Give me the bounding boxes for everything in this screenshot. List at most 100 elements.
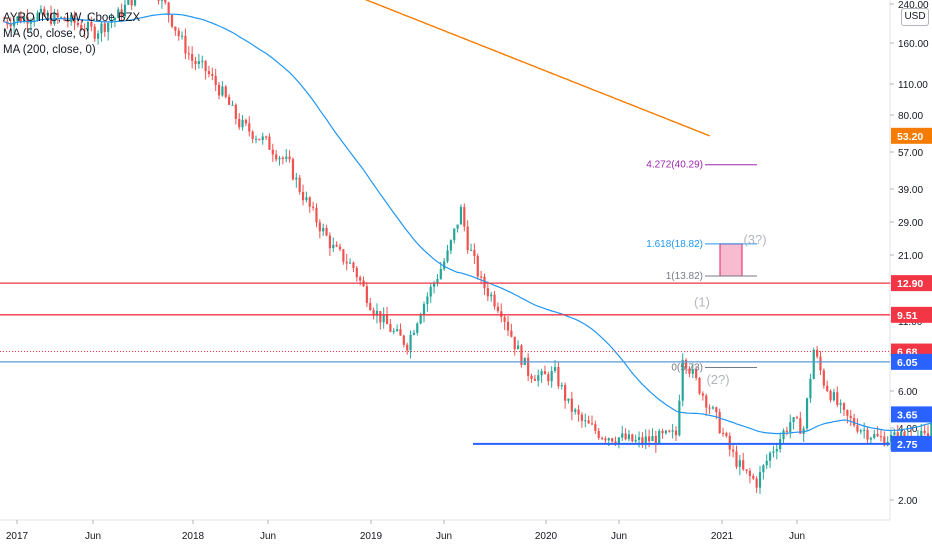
candle-body	[486, 288, 489, 297]
candle-body	[543, 371, 547, 375]
price-label-bg	[891, 127, 932, 144]
y-tick-label: 21.00	[898, 251, 923, 262]
candle-body	[271, 149, 274, 155]
candle-body	[120, 9, 123, 17]
candle-body	[204, 60, 207, 72]
candle-body	[789, 422, 792, 432]
candle-body	[873, 434, 876, 438]
x-tick-label: 2019	[360, 531, 383, 542]
candle-body	[83, 29, 86, 31]
candle-body	[533, 378, 536, 381]
candle-body	[782, 430, 785, 440]
candle-body	[674, 430, 678, 436]
candle-body	[644, 436, 647, 443]
x-tick-label: 2020	[535, 531, 558, 542]
candle-body	[426, 296, 429, 305]
candle-body	[379, 311, 382, 323]
currency-button[interactable]: USD	[901, 8, 929, 26]
candle-body	[436, 278, 439, 283]
candle-body	[275, 154, 278, 160]
y-tick-label: 240.00	[898, 0, 929, 11]
candle-body	[537, 375, 540, 381]
candle-body	[238, 118, 241, 128]
candle-body	[174, 26, 177, 31]
candle-body	[490, 294, 493, 297]
candle-body	[580, 414, 584, 421]
x-tick-label: Jun	[260, 531, 276, 542]
candle-body	[432, 282, 436, 287]
candle-body	[842, 403, 846, 410]
candle-body	[648, 436, 651, 442]
candle-body	[29, 21, 32, 24]
candle-body	[288, 156, 291, 160]
candle-body	[228, 96, 231, 105]
candle-body	[456, 224, 459, 229]
candle-body	[859, 430, 862, 432]
candle-body	[278, 157, 281, 160]
candle-body	[244, 119, 248, 124]
candle-body	[264, 136, 268, 138]
candle-body	[590, 423, 594, 425]
price-label-bg	[891, 353, 932, 370]
candle-body	[429, 286, 432, 297]
wave-label: (1)	[694, 295, 710, 310]
candle-body	[621, 433, 624, 438]
candle-body	[389, 324, 392, 332]
candle-body	[651, 436, 654, 442]
candle-body	[718, 412, 721, 433]
candle-body	[627, 434, 631, 440]
candle-body	[258, 138, 261, 141]
candle-body	[664, 430, 668, 434]
candle-body	[483, 276, 486, 289]
candle-body	[39, 8, 43, 13]
candle-body	[90, 22, 93, 27]
candle-body	[732, 449, 735, 452]
candle-body	[36, 12, 39, 21]
candle-body	[322, 227, 325, 232]
candle-body	[758, 472, 762, 488]
legend-ma50: MA (50, close, 0)	[3, 28, 90, 40]
candle-body	[130, 0, 133, 6]
candle-body	[170, 15, 174, 27]
candle-body	[295, 177, 298, 180]
candle-body	[251, 131, 254, 140]
candle-body	[701, 393, 704, 396]
candle-body	[678, 400, 681, 436]
candle-body	[819, 356, 822, 371]
candle-body	[600, 437, 604, 439]
candle-body	[836, 392, 839, 405]
x-tick-label: 2017	[6, 531, 29, 542]
candle-body	[584, 420, 587, 422]
candle-body	[43, 8, 46, 16]
candle-body	[930, 421, 932, 439]
price-label-bg	[891, 435, 932, 452]
candle-body	[385, 314, 389, 325]
candle-body	[849, 415, 852, 419]
candle-body	[762, 465, 765, 473]
candle-body	[86, 22, 90, 31]
candle-body	[459, 207, 463, 225]
candle-body	[684, 359, 688, 369]
candle-body	[107, 22, 110, 32]
candle-body	[312, 206, 315, 208]
candle-body	[795, 417, 799, 419]
candle-body	[449, 240, 452, 251]
candle-body	[298, 177, 301, 192]
candle-body	[681, 359, 684, 401]
candle-body	[785, 430, 788, 432]
candle-body	[439, 268, 442, 279]
fib-level-label: 1.618(18.82)	[646, 239, 703, 250]
x-tick-label: 2018	[182, 531, 205, 542]
candle-body	[748, 470, 752, 476]
candle-body	[345, 261, 348, 264]
candle-body	[103, 23, 106, 32]
candle-body	[248, 123, 251, 132]
candle-body	[893, 432, 896, 435]
candle-body	[570, 398, 573, 412]
candle-body	[419, 315, 422, 324]
candle-body	[775, 449, 778, 452]
candle-body	[254, 138, 258, 140]
candle-body	[476, 256, 479, 277]
candle-body	[359, 277, 362, 281]
